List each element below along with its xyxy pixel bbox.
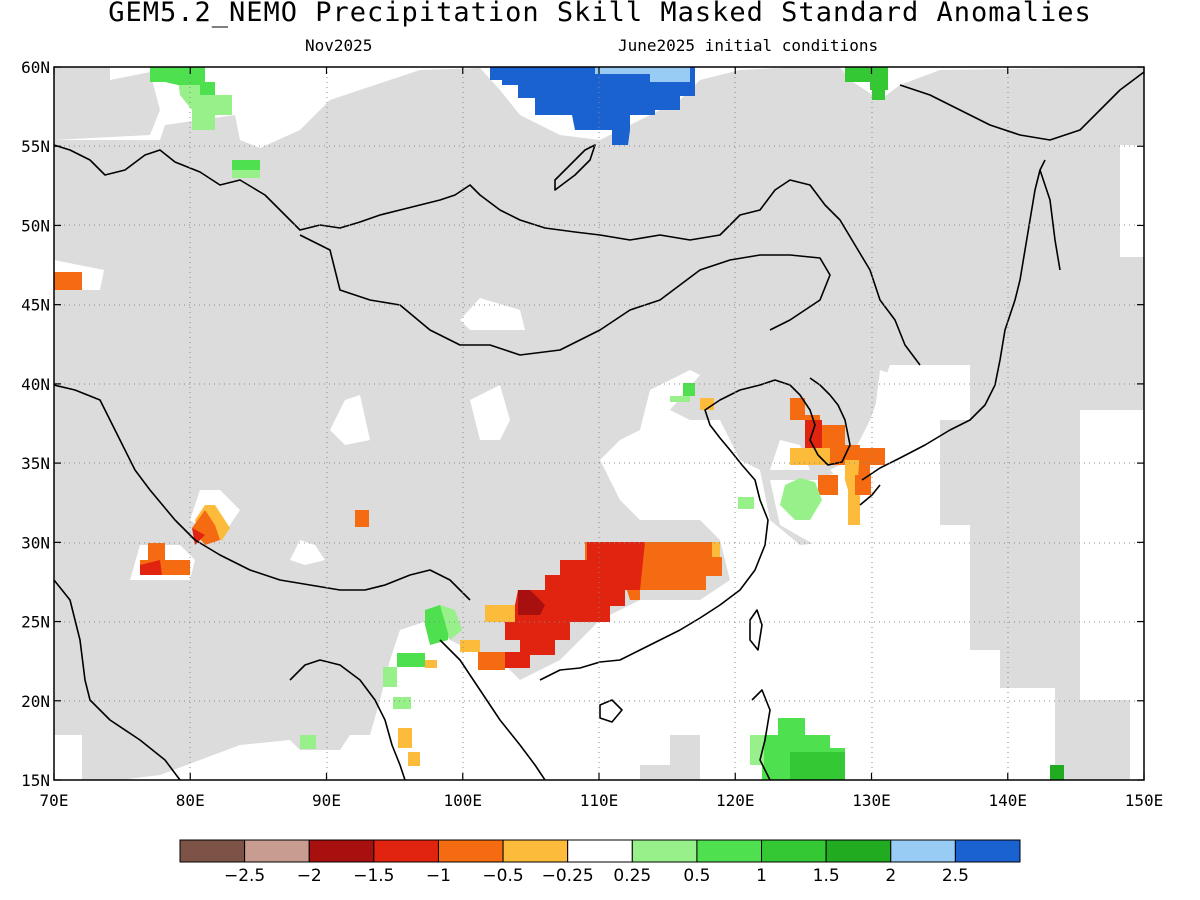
siberia-lightblue <box>595 67 690 82</box>
colorbar-label: 0.25 <box>613 866 651 886</box>
lon-tick-label: 130E <box>852 791 891 810</box>
colorbar-swatch <box>244 839 310 863</box>
colorbar-label: 2 <box>885 866 896 886</box>
korea-strait-orange <box>818 475 838 495</box>
colorbar-swatch <box>308 839 375 863</box>
lon-tick-label: 120E <box>716 791 755 810</box>
colorbar-label: −1 <box>426 866 451 886</box>
lat-tick-label: 25N <box>21 613 50 632</box>
lon-tick-label: 90E <box>312 791 341 810</box>
colorbar-label: 1 <box>756 866 767 886</box>
map-title: GEM5.2_NEMO Precipitation Skill Masked S… <box>108 0 1092 28</box>
lat-tick-label: 20N <box>21 692 50 711</box>
graticule <box>54 67 1144 780</box>
pacific-green <box>1050 765 1064 780</box>
colorbar-label: 2.5 <box>942 866 969 886</box>
nepal-red <box>140 560 162 575</box>
andaman-yellow <box>398 728 412 748</box>
lat-tick-label: 55N <box>21 137 50 156</box>
lon-tick-label: 70E <box>40 791 69 810</box>
map-field <box>54 67 1144 780</box>
forecast-month: Nov2025 <box>305 36 373 55</box>
myanmar-yellow <box>425 660 437 668</box>
ocean-white <box>805 145 1144 780</box>
colorbar-label: −0.5 <box>482 866 523 886</box>
masked-region <box>54 67 1144 780</box>
colorbar-swatch <box>890 839 956 863</box>
lat-tick-label: 45N <box>21 296 50 315</box>
wsib-green <box>150 67 215 95</box>
colorbar-label: −0.25 <box>542 866 594 886</box>
lat-tick-label: 15N <box>21 771 50 790</box>
china-yellow-edge <box>712 542 720 557</box>
colorbar-swatch <box>567 839 633 863</box>
tibet-orange <box>355 510 369 527</box>
nchina-green <box>683 383 695 396</box>
colorbar-swatch <box>437 839 504 863</box>
bay-light <box>300 735 316 749</box>
coastlines <box>54 71 1144 780</box>
colorbar-label: 0.5 <box>683 866 710 886</box>
colorbar-swatch <box>631 839 698 863</box>
colorbar: −2.5 −2 −1.5 −1 −0.5 −0.25 0.25 0.5 1 1.5 2 2.5 <box>179 839 1021 886</box>
colorbar-swatch <box>954 839 1021 863</box>
myanmar-green2 <box>397 653 425 667</box>
colorbar-swatch <box>825 839 892 863</box>
ecs-light-green <box>780 478 822 520</box>
china-dark-red <box>518 590 545 615</box>
kaz-orange <box>54 272 82 290</box>
china-yellow <box>485 605 515 622</box>
lat-tick-label: 30N <box>21 533 50 552</box>
japan-orange2 <box>855 475 871 495</box>
wsib-green-small <box>232 160 260 170</box>
wsib-light-green <box>178 80 232 130</box>
myanmar-light3 <box>393 697 411 709</box>
lon-axis: 70E 80E 90E 100E 110E 120E 130E 140E 150E <box>40 67 1164 810</box>
lat-tick-label: 35N <box>21 454 50 473</box>
okhotsk-green <box>845 67 888 100</box>
phil-green-dark <box>790 752 845 780</box>
lon-tick-label: 140E <box>988 791 1027 810</box>
lat-axis: 15N 20N 25N 30N 35N 40N 45N 50N 55N 60N <box>21 58 1144 790</box>
shanghai-light <box>738 497 754 509</box>
china-yellow-sw <box>460 640 480 652</box>
initial-conditions: June2025 initial conditions <box>618 36 879 55</box>
lat-tick-label: 40N <box>21 375 50 394</box>
lon-tick-label: 80E <box>176 791 205 810</box>
andaman-yellow2 <box>408 752 420 766</box>
lat-tick-label: 60N <box>21 58 50 77</box>
china-red-sw <box>505 652 530 668</box>
colorbar-swatch <box>696 839 763 863</box>
colorbar-swatch <box>761 839 827 863</box>
lon-tick-label: 150E <box>1125 791 1164 810</box>
siberia-blue <box>490 67 695 145</box>
colorbar-label: −2 <box>297 866 322 886</box>
colorbar-swatch <box>373 839 439 863</box>
colorbar-swatch <box>502 839 569 863</box>
lat-tick-label: 50N <box>21 216 50 235</box>
colorbar-label: 1.5 <box>813 866 840 886</box>
colorbar-label: −1.5 <box>353 866 394 886</box>
anomaly-cells <box>54 67 1064 780</box>
myanmar-light <box>440 605 462 640</box>
lon-tick-label: 110E <box>580 791 619 810</box>
korea-red <box>805 420 822 448</box>
nchina-light <box>670 396 690 402</box>
japan-orange <box>858 448 885 480</box>
korea-yellow <box>790 448 830 465</box>
colorbar-swatch <box>179 839 246 863</box>
china-red <box>485 542 645 655</box>
colorbar-label: −2.5 <box>224 866 265 886</box>
lon-tick-label: 100E <box>443 791 482 810</box>
myanmar-light2 <box>383 667 397 687</box>
wsib-light-small <box>232 170 260 178</box>
china-orange-sw <box>478 652 505 670</box>
